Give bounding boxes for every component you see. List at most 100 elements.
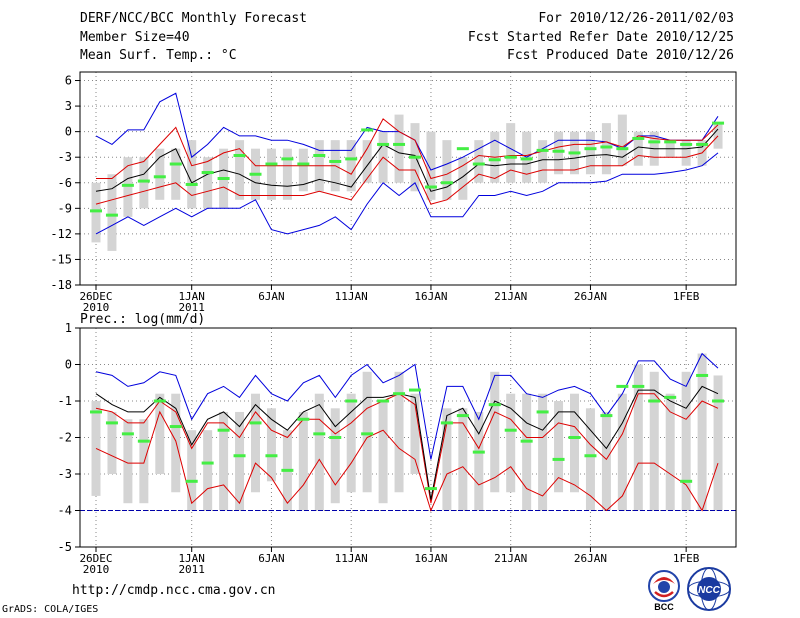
prec-box-bar [410, 393, 420, 474]
temp-observed-marker [313, 153, 326, 157]
temp-observed-marker [488, 158, 501, 162]
temp-frame [79, 71, 737, 286]
temp-xtick-label: 6JAN [258, 290, 285, 303]
temp-observed-marker [456, 147, 469, 151]
temp-ytick-label: -3 [58, 150, 72, 164]
prec-box-bar [330, 408, 340, 504]
prec-box-bar [251, 393, 260, 493]
prec-observed-marker [281, 468, 294, 472]
prec-box-bar [490, 371, 500, 493]
prec-box-bar [538, 393, 548, 511]
prec-box-bar [203, 430, 213, 511]
temp-observed-marker [632, 136, 645, 140]
prec-ytick-label: -3 [58, 467, 72, 481]
prec-box-bar [426, 474, 436, 475]
prec-box-bar [601, 411, 611, 511]
temp-observed-marker [552, 149, 565, 153]
prec-observed-marker [632, 384, 645, 388]
prec-observed-marker [265, 454, 278, 458]
prec-observed-marker [361, 432, 374, 436]
prec-xtick-label: 26JAN [574, 552, 607, 565]
prec-observed-marker [201, 461, 214, 465]
prec-box-bar [681, 371, 691, 511]
prec-box-bar [219, 411, 229, 511]
temp-box-bar [187, 140, 197, 209]
bcc-logo-text: BCC [654, 602, 674, 612]
prec-box-bar [697, 353, 707, 511]
prec-box-bar [617, 393, 627, 511]
prec-panel-title: Prec.: log(mm/d) [80, 312, 205, 327]
temp-observed-marker [217, 177, 230, 180]
bcc-logo: BCC [648, 570, 680, 612]
temp-observed-marker [105, 213, 118, 217]
temp-lower-envelope [95, 152, 719, 235]
temp-observed-marker [345, 157, 358, 161]
temp-box-bar [282, 148, 292, 200]
temp-box-bar [107, 174, 117, 251]
prec-box-bar [474, 411, 484, 511]
prec-observed-marker [472, 450, 485, 454]
prec-observed-marker [584, 454, 597, 458]
temp-box-bar [585, 131, 595, 175]
temp-xtick-sublabel: 2011 [178, 301, 205, 314]
prec-ytick-label: -2 [58, 431, 72, 445]
temp-observed-marker [696, 142, 709, 146]
temp-box-bar [298, 148, 308, 192]
ncc-logo: NCC [687, 567, 731, 611]
temp-ytick-label: -12 [50, 227, 72, 241]
temp-observed-marker [680, 142, 693, 146]
temp-box-bar [458, 157, 468, 200]
temp-box-bar [538, 140, 548, 183]
prec-observed-marker [153, 399, 166, 403]
temp-observed-marker [393, 142, 406, 146]
temp-xtick-label: 21JAN [494, 290, 527, 303]
prec-box-bar [139, 419, 149, 504]
prec-box-bar [187, 430, 197, 511]
prec-box-bar [665, 393, 675, 511]
temp-box-bar [554, 131, 564, 175]
prec-observed-marker [121, 432, 134, 436]
temp-box-bar [155, 148, 165, 200]
prec-ytick-label: 0 [65, 358, 72, 372]
temp-observed-marker [377, 142, 390, 146]
prec-box-bar [235, 411, 245, 511]
temp-box-bar [266, 148, 276, 200]
prec-observed-marker [393, 392, 406, 396]
temp-box-bar [617, 114, 627, 166]
prec-observed-marker [169, 425, 182, 429]
temp-observed-marker [169, 162, 182, 166]
forecast-period: For 2010/12/26-2011/02/03 [538, 11, 734, 26]
temp-observed-marker [648, 140, 661, 144]
prec-box-bar [522, 393, 532, 511]
prec-xtick-label: 6JAN [258, 552, 285, 565]
prec-xtick-label: 21JAN [494, 552, 527, 565]
temp-ytick-label: -15 [50, 252, 72, 266]
prec-box-bar [649, 371, 659, 511]
variable-label: Mean Surf. Temp.: °C [80, 48, 237, 63]
prec-box-bar [123, 419, 133, 504]
temp-box-bar [681, 140, 691, 166]
temp-box-bar [474, 140, 484, 183]
prec-xtick-label: 26DEC [79, 552, 112, 565]
temp-box-bar [123, 157, 133, 217]
prec-xtick-label: 11JAN [335, 552, 368, 565]
prec-observed-marker [536, 410, 549, 414]
temp-observed-marker [153, 175, 166, 179]
prec-observed-marker [297, 417, 310, 421]
prec-xtick-sublabel: 2011 [178, 563, 205, 576]
prec-observed-marker [137, 439, 150, 443]
temp-box-bar [362, 140, 372, 183]
prec-ytick-label: -1 [58, 394, 72, 408]
temp-observed-marker [137, 179, 150, 183]
fcst-started-date: Fcst Started Refer Date 2010/12/25 [467, 30, 734, 45]
prec-box-bar [378, 401, 388, 504]
temp-observed-marker [568, 151, 581, 155]
temp-ytick-label: 3 [65, 99, 72, 113]
prec-observed-marker [249, 421, 262, 425]
prec-observed-marker [409, 388, 421, 392]
temp-ytick-label: -9 [58, 201, 72, 215]
source-url[interactable]: http://cmdp.ncc.cma.gov.cn [72, 583, 276, 598]
temp-box-bar [139, 157, 149, 209]
prec-observed-marker [680, 479, 693, 483]
temp-observed-marker [185, 182, 198, 186]
